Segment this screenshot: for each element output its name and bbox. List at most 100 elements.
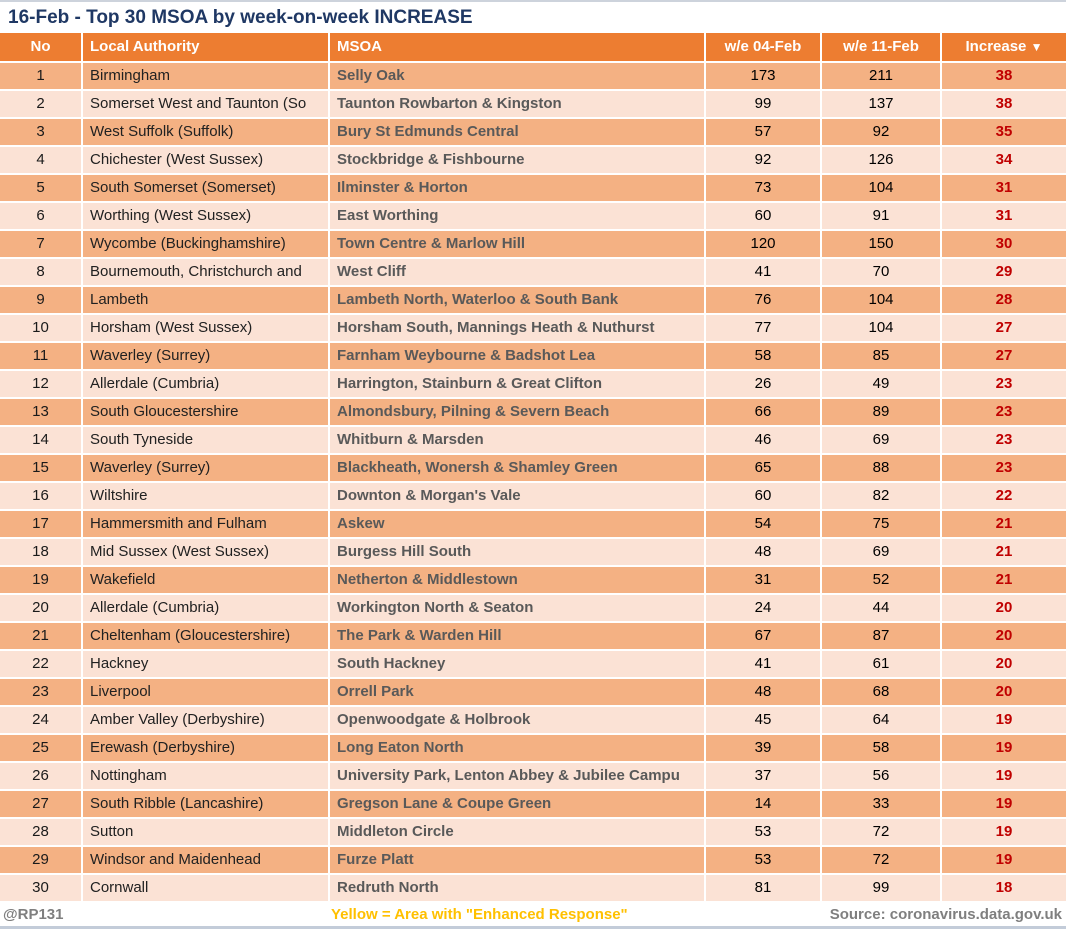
header-we-11-feb: w/e 11-Feb [822,33,942,63]
we-04-feb-cell: 57 [706,119,822,147]
we-04-feb-cell: 26 [706,371,822,399]
we-11-feb-cell: 88 [822,455,942,483]
table-row: 12 Allerdale (Cumbria) Harrington, Stainbu… [0,371,1066,399]
row-number-cell: 30 [0,875,83,903]
local-authority-cell: Mid Sussex (West Sussex) [83,539,330,567]
we-11-feb-cell: 68 [822,679,942,707]
we-04-feb-cell: 73 [706,175,822,203]
we-04-feb-cell: 173 [706,63,822,91]
increase-cell: 19 [942,791,1066,819]
table-row: 8 Bournemouth, Christchurch and West Cliff… [0,259,1066,287]
local-authority-cell: Worthing (West Sussex) [83,203,330,231]
row-number-cell: 9 [0,287,83,315]
we-04-feb-cell: 24 [706,595,822,623]
row-number-cell: 13 [0,399,83,427]
increase-cell: 19 [942,847,1066,875]
we-04-feb-cell: 46 [706,427,822,455]
increase-cell: 23 [942,455,1066,483]
header-increase-label: Increase [965,38,1027,55]
we-04-feb-cell: 37 [706,763,822,791]
footer: @RP131 Yellow = Area with "Enhanced Resp… [0,903,1066,926]
header-increase[interactable]: Increase ▼ [942,33,1066,63]
we-11-feb-cell: 72 [822,847,942,875]
msoa-cell: Middleton Circle [330,819,706,847]
increase-cell: 28 [942,287,1066,315]
we-04-feb-cell: 76 [706,287,822,315]
we-04-feb-cell: 65 [706,455,822,483]
increase-cell: 20 [942,623,1066,651]
we-11-feb-cell: 87 [822,623,942,651]
we-11-feb-cell: 64 [822,707,942,735]
table-row: 28 Sutton Middleton Circle 53 72 19 [0,819,1066,847]
row-number-cell: 6 [0,203,83,231]
row-number-cell: 12 [0,371,83,399]
we-11-feb-cell: 126 [822,147,942,175]
we-11-feb-cell: 61 [822,651,942,679]
increase-cell: 21 [942,567,1066,595]
source-note: Source: coronavirus.data.gov.uk [829,906,1062,923]
we-04-feb-cell: 54 [706,511,822,539]
row-number-cell: 19 [0,567,83,595]
increase-cell: 23 [942,427,1066,455]
increase-cell: 20 [942,651,1066,679]
local-authority-cell: Hackney [83,651,330,679]
table-row: 30 Cornwall Redruth North 81 99 18 [0,875,1066,903]
local-authority-cell: Somerset West and Taunton (So [83,91,330,119]
row-number-cell: 5 [0,175,83,203]
local-authority-cell: Bournemouth, Christchurch and [83,259,330,287]
msoa-cell: Taunton Rowbarton & Kingston [330,91,706,119]
table-row: 15 Waverley (Surrey) Blackheath, Wonersh &… [0,455,1066,483]
we-04-feb-cell: 41 [706,651,822,679]
we-11-feb-cell: 52 [822,567,942,595]
we-11-feb-cell: 85 [822,343,942,371]
table-row: 26 Nottingham University Park, Lenton Abbe… [0,763,1066,791]
row-number-cell: 3 [0,119,83,147]
table-body: 1 Birmingham Selly Oak 173 211 38 2 Somerset We… [0,63,1066,903]
increase-cell: 19 [942,735,1066,763]
we-11-feb-cell: 33 [822,791,942,819]
msoa-cell: Blackheath, Wonersh & Shamley Green [330,455,706,483]
we-04-feb-cell: 77 [706,315,822,343]
we-11-feb-cell: 82 [822,483,942,511]
table-header: No Local Authority MSOA w/e 04-Feb w/e 1… [0,33,1066,63]
row-number-cell: 8 [0,259,83,287]
we-04-feb-cell: 53 [706,847,822,875]
row-number-cell: 23 [0,679,83,707]
msoa-cell: East Worthing [330,203,706,231]
table-row: 22 Hackney South Hackney 41 61 20 [0,651,1066,679]
header-no: No [0,33,83,63]
local-authority-cell: South Tyneside [83,427,330,455]
increase-cell: 38 [942,63,1066,91]
row-number-cell: 18 [0,539,83,567]
local-authority-cell: Allerdale (Cumbria) [83,595,330,623]
increase-cell: 21 [942,511,1066,539]
msoa-cell: Ilminster & Horton [330,175,706,203]
local-authority-cell: Chichester (West Sussex) [83,147,330,175]
local-authority-cell: Hammersmith and Fulham [83,511,330,539]
increase-cell: 38 [942,91,1066,119]
we-11-feb-cell: 75 [822,511,942,539]
msoa-cell: Town Centre & Marlow Hill [330,231,706,259]
legend-note: Yellow = Area with "Enhanced Response" [331,906,628,923]
table-row: 19 Wakefield Netherton & Middlestown 31 52 21 [0,567,1066,595]
msoa-cell: Stockbridge & Fishbourne [330,147,706,175]
msoa-cell: Horsham South, Mannings Heath & Nuthurst [330,315,706,343]
local-authority-cell: Wiltshire [83,483,330,511]
we-04-feb-cell: 66 [706,399,822,427]
we-04-feb-cell: 81 [706,875,822,903]
local-authority-cell: Wakefield [83,567,330,595]
table-row: 2 Somerset West and Taunton (So Taunton Ro… [0,91,1066,119]
we-11-feb-cell: 69 [822,427,942,455]
local-authority-cell: Birmingham [83,63,330,91]
table-row: 17 Hammersmith and Fulham Askew 54 75 21 [0,511,1066,539]
local-authority-cell: Sutton [83,819,330,847]
header-msoa: MSOA [330,33,706,63]
we-11-feb-cell: 150 [822,231,942,259]
we-11-feb-cell: 69 [822,539,942,567]
table-row: 21 Cheltenham (Gloucestershire) The Park &… [0,623,1066,651]
msoa-cell: The Park & Warden Hill [330,623,706,651]
we-11-feb-cell: 58 [822,735,942,763]
msoa-cell: Almondsbury, Pilning & Severn Beach [330,399,706,427]
we-04-feb-cell: 60 [706,483,822,511]
row-number-cell: 2 [0,91,83,119]
